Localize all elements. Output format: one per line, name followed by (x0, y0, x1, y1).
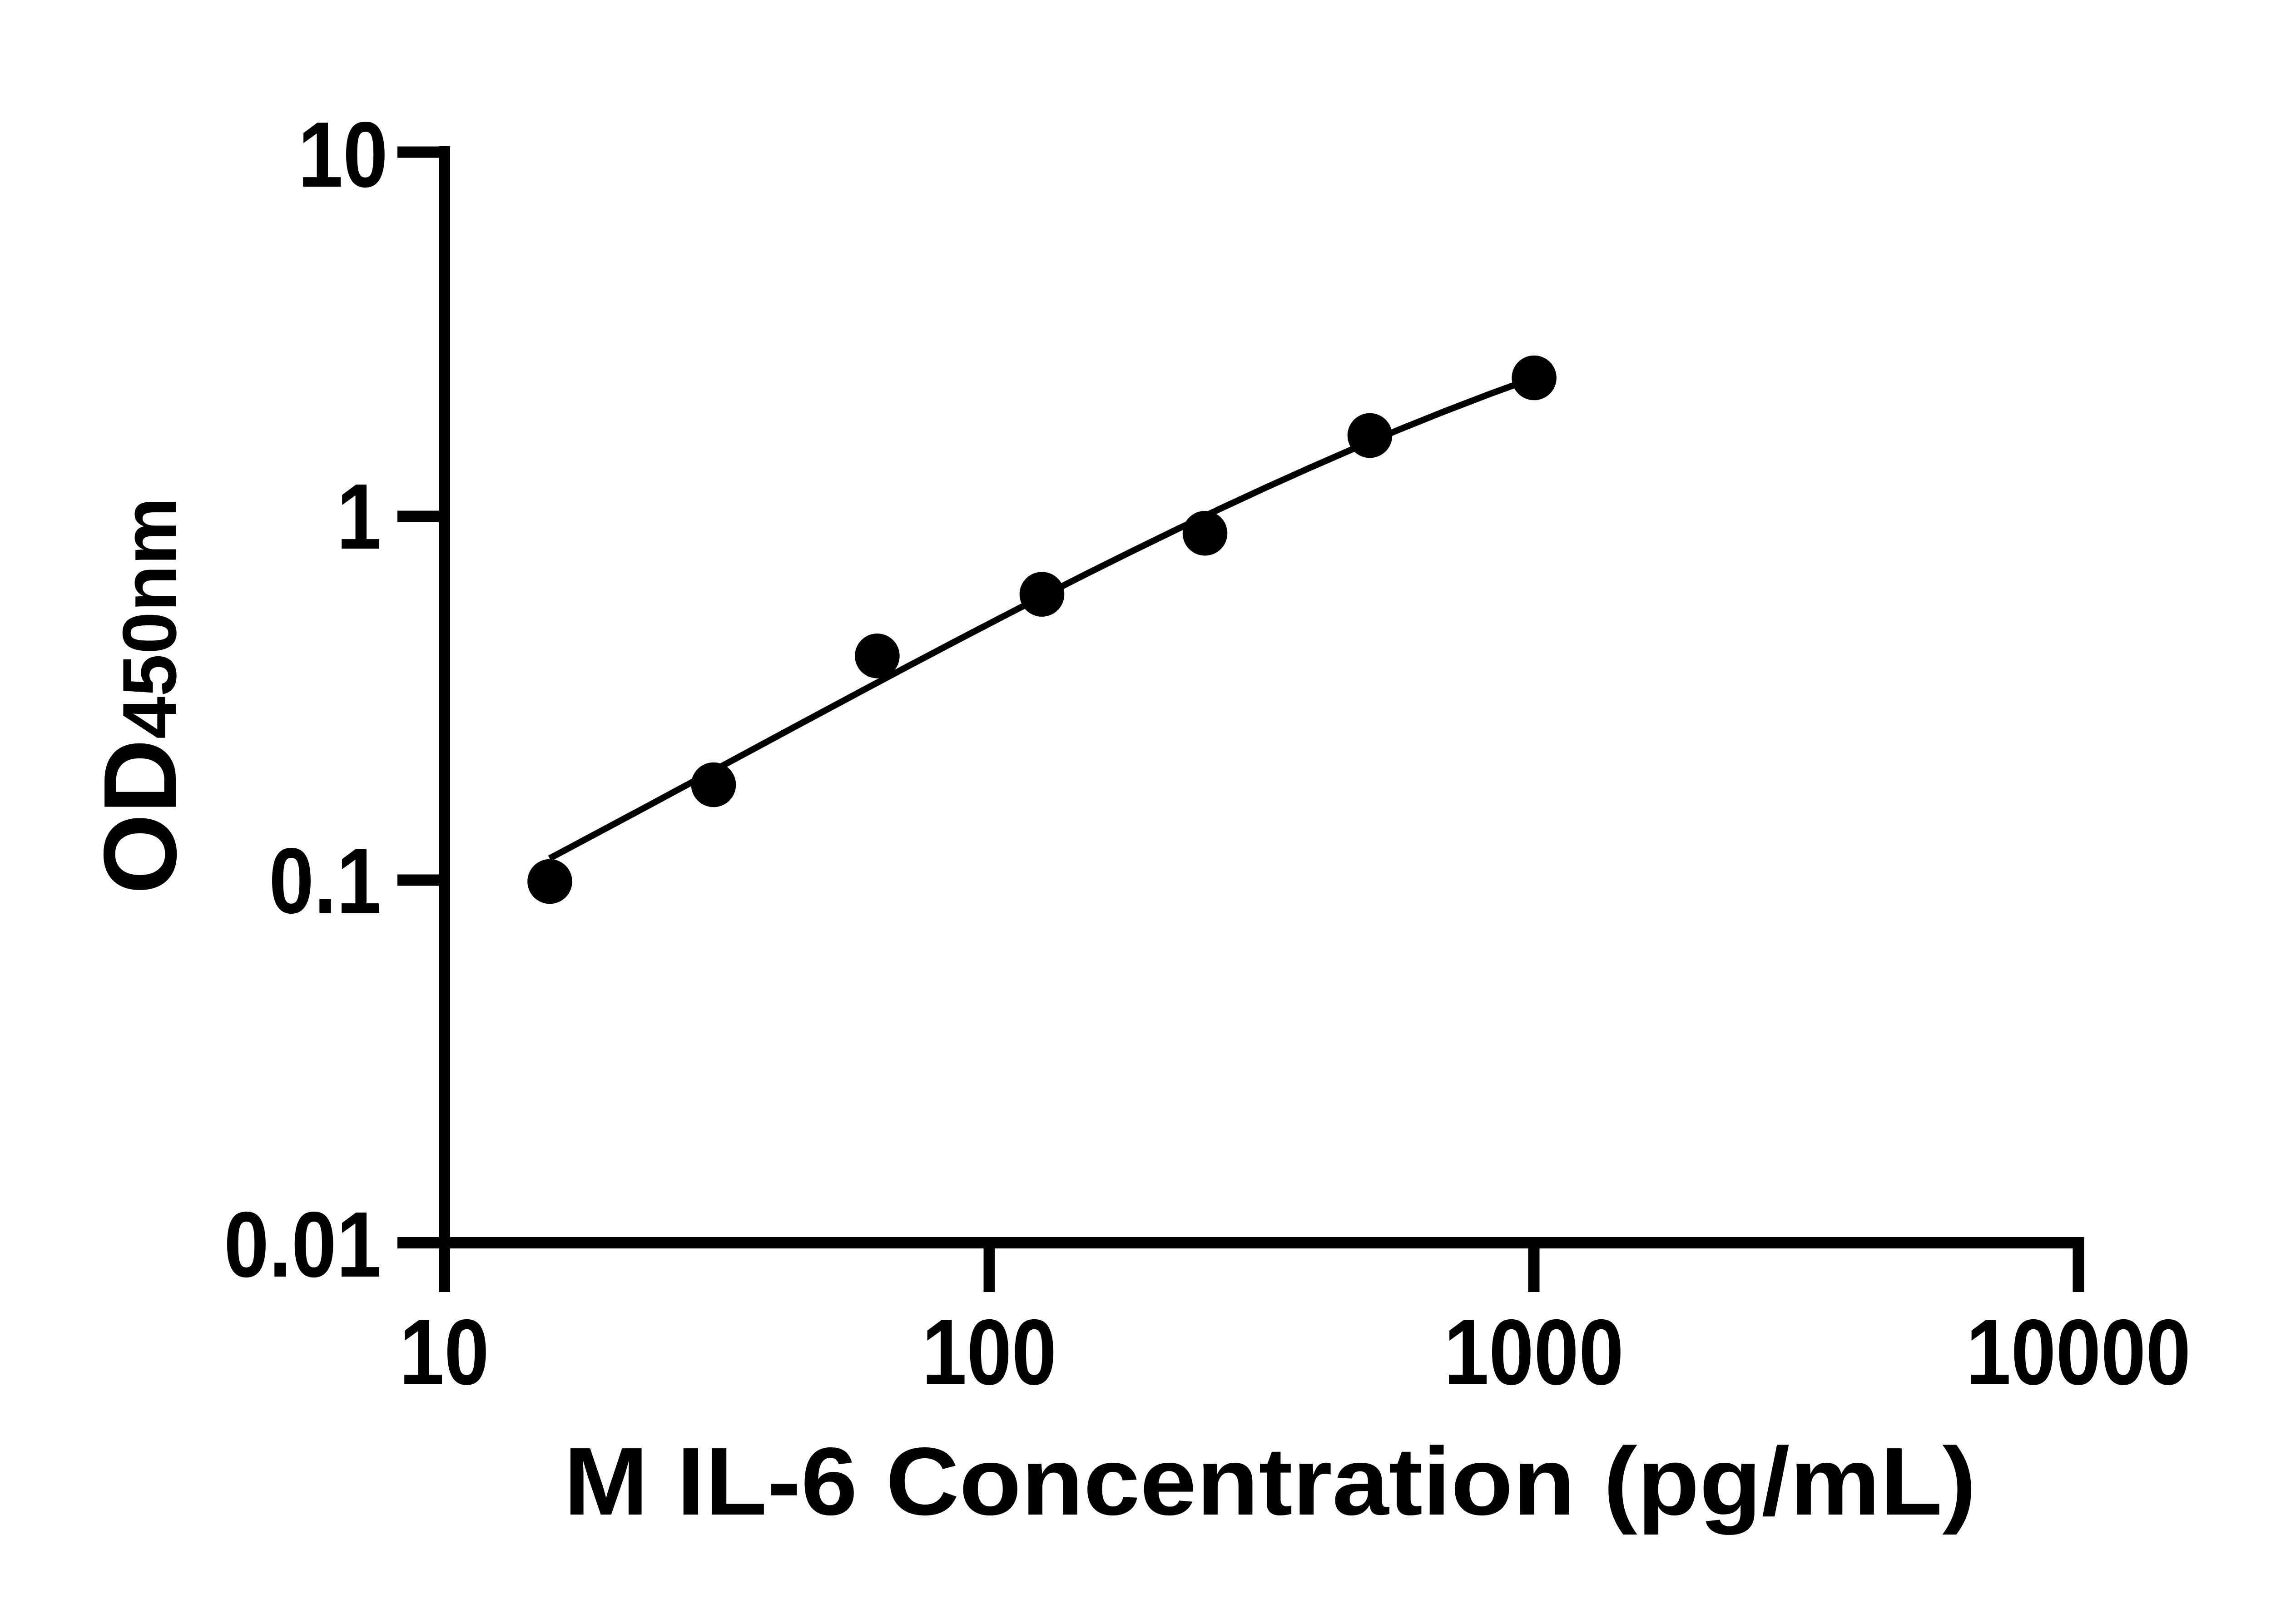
svg-text:1: 1 (337, 465, 382, 569)
svg-text:1000: 1000 (1444, 1300, 1624, 1404)
svg-text:10: 10 (399, 1300, 489, 1404)
svg-text:OD450nm: OD450nm (83, 497, 198, 894)
svg-text:10: 10 (298, 103, 388, 207)
svg-text:100: 100 (922, 1300, 1057, 1404)
svg-text:10000: 10000 (1966, 1300, 2191, 1404)
svg-text:0.1: 0.1 (269, 829, 382, 933)
svg-text:0.01: 0.01 (224, 1193, 382, 1297)
svg-text:M IL-6 Concentration (pg/mL): M IL-6 Concentration (pg/mL) (564, 1427, 1976, 1535)
